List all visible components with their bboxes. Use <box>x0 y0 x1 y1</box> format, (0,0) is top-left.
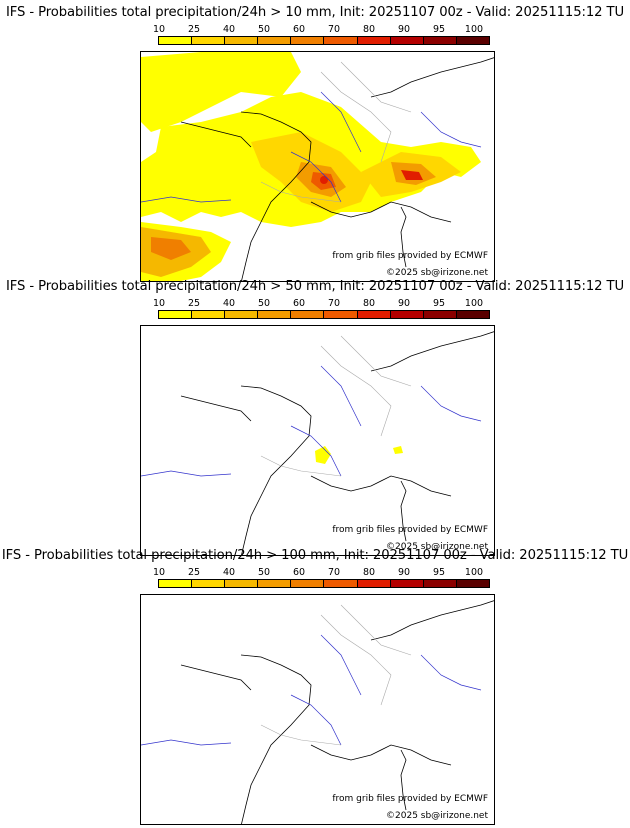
probability-map: from grib files provided by ECMWF ©2025 … <box>140 594 495 825</box>
colorbar-swatch <box>291 311 325 318</box>
copyright-credit: ©2025 sb@irizone.net <box>386 542 488 552</box>
precip-shading <box>141 52 481 281</box>
colorbar-swatch <box>390 311 424 318</box>
copyright-credit: ©2025 sb@irizone.net <box>386 268 488 278</box>
colorbar-tick: 90 <box>397 24 411 35</box>
panel-title: IFS - Probabilities total precipitation/… <box>1 548 629 563</box>
colorbar-swatch <box>390 580 424 587</box>
colorbar-swatch <box>159 311 193 318</box>
borders <box>260 604 412 746</box>
colorbar-tick: 25 <box>187 567 201 578</box>
data-source-credit: from grib files provided by ECMWF <box>332 525 488 535</box>
colorbar-labels: 10 25 40 50 60 70 80 90 95 100 <box>140 567 490 579</box>
colorbar-tick: 80 <box>362 24 376 35</box>
map-graphic <box>141 52 494 281</box>
colorbar-tick: 70 <box>327 298 341 309</box>
colorbar-swatch <box>192 580 226 587</box>
colorbar-swatch <box>225 37 259 44</box>
colorbar-swatch <box>456 580 489 587</box>
colorbar-swatch <box>423 580 457 587</box>
data-source-credit: from grib files provided by ECMWF <box>332 794 488 804</box>
colorbar <box>158 310 490 319</box>
colorbar-swatch <box>192 37 226 44</box>
colorbar-tick: 95 <box>432 567 446 578</box>
colorbar-tick: 90 <box>397 298 411 309</box>
colorbar-tick: 100 <box>464 298 484 309</box>
colorbar-swatch <box>324 37 358 44</box>
colorbar-tick: 70 <box>327 567 341 578</box>
rivers <box>141 634 482 746</box>
colorbar-tick: 50 <box>257 24 271 35</box>
borders <box>260 61 412 203</box>
colorbar-tick: 60 <box>292 24 306 35</box>
colorbar-labels: 10 25 40 50 60 70 80 90 95 100 <box>140 298 490 310</box>
colorbar-swatch <box>357 580 391 587</box>
panel-title: IFS - Probabilities total precipitation/… <box>5 279 625 294</box>
colorbar-swatch <box>324 580 358 587</box>
colorbar-tick: 100 <box>464 24 484 35</box>
colorbar-swatch <box>291 37 325 44</box>
copyright-credit: ©2025 sb@irizone.net <box>386 811 488 821</box>
borders <box>260 335 412 477</box>
map-graphic <box>141 600 494 824</box>
panel-title: IFS - Probabilities total precipitation/… <box>5 5 625 20</box>
colorbar-swatch <box>456 37 489 44</box>
colorbar-tick: 50 <box>257 567 271 578</box>
colorbar-swatch <box>423 311 457 318</box>
data-source-credit: from grib files provided by ECMWF <box>332 251 488 261</box>
coastlines <box>180 331 494 555</box>
colorbar-swatch <box>258 311 292 318</box>
colorbar <box>158 36 490 45</box>
colorbar-swatch <box>423 37 457 44</box>
panel-10mm: IFS - Probabilities total precipitation/… <box>0 5 630 282</box>
colorbar-tick: 10 <box>152 24 166 35</box>
colorbar-tick: 40 <box>222 298 236 309</box>
colorbar-tick: 10 <box>152 298 166 309</box>
colorbar-tick: 40 <box>222 567 236 578</box>
colorbar-swatch <box>258 37 292 44</box>
colorbar-swatch <box>291 580 325 587</box>
colorbar-swatch <box>159 37 193 44</box>
rivers <box>141 91 482 203</box>
colorbar-tick: 60 <box>292 298 306 309</box>
colorbar-swatch <box>225 311 259 318</box>
colorbar-tick: 70 <box>327 24 341 35</box>
colorbar-tick: 90 <box>397 567 411 578</box>
colorbar-swatch <box>324 311 358 318</box>
panel-100mm: IFS - Probabilities total precipitation/… <box>0 548 630 825</box>
colorbar-tick: 50 <box>257 298 271 309</box>
colorbar-swatch <box>225 580 259 587</box>
map-graphic <box>141 331 494 555</box>
colorbar-swatch <box>357 37 391 44</box>
colorbar-tick: 60 <box>292 567 306 578</box>
panel-50mm: IFS - Probabilities total precipitation/… <box>0 279 630 556</box>
colorbar-swatch <box>390 37 424 44</box>
colorbar-tick: 25 <box>187 298 201 309</box>
probability-map: from grib files provided by ECMWF ©2025 … <box>140 325 495 556</box>
colorbar-swatch <box>357 311 391 318</box>
colorbar-tick: 80 <box>362 298 376 309</box>
colorbar-tick: 80 <box>362 567 376 578</box>
coastlines <box>180 57 494 281</box>
colorbar-tick: 95 <box>432 298 446 309</box>
colorbar-swatch <box>159 580 193 587</box>
colorbar-labels: 10 25 40 50 60 70 80 90 95 100 <box>140 24 490 36</box>
colorbar-swatch <box>456 311 489 318</box>
coastlines <box>180 600 494 824</box>
colorbar-tick: 40 <box>222 24 236 35</box>
colorbar-tick: 10 <box>152 567 166 578</box>
colorbar-swatch <box>258 580 292 587</box>
colorbar-tick: 25 <box>187 24 201 35</box>
colorbar-tick: 95 <box>432 24 446 35</box>
probability-map: from grib files provided by ECMWF ©2025 … <box>140 51 495 282</box>
colorbar <box>158 579 490 588</box>
rivers <box>141 365 482 477</box>
colorbar-tick: 100 <box>464 567 484 578</box>
colorbar-swatch <box>192 311 226 318</box>
precip-shading <box>315 446 403 464</box>
